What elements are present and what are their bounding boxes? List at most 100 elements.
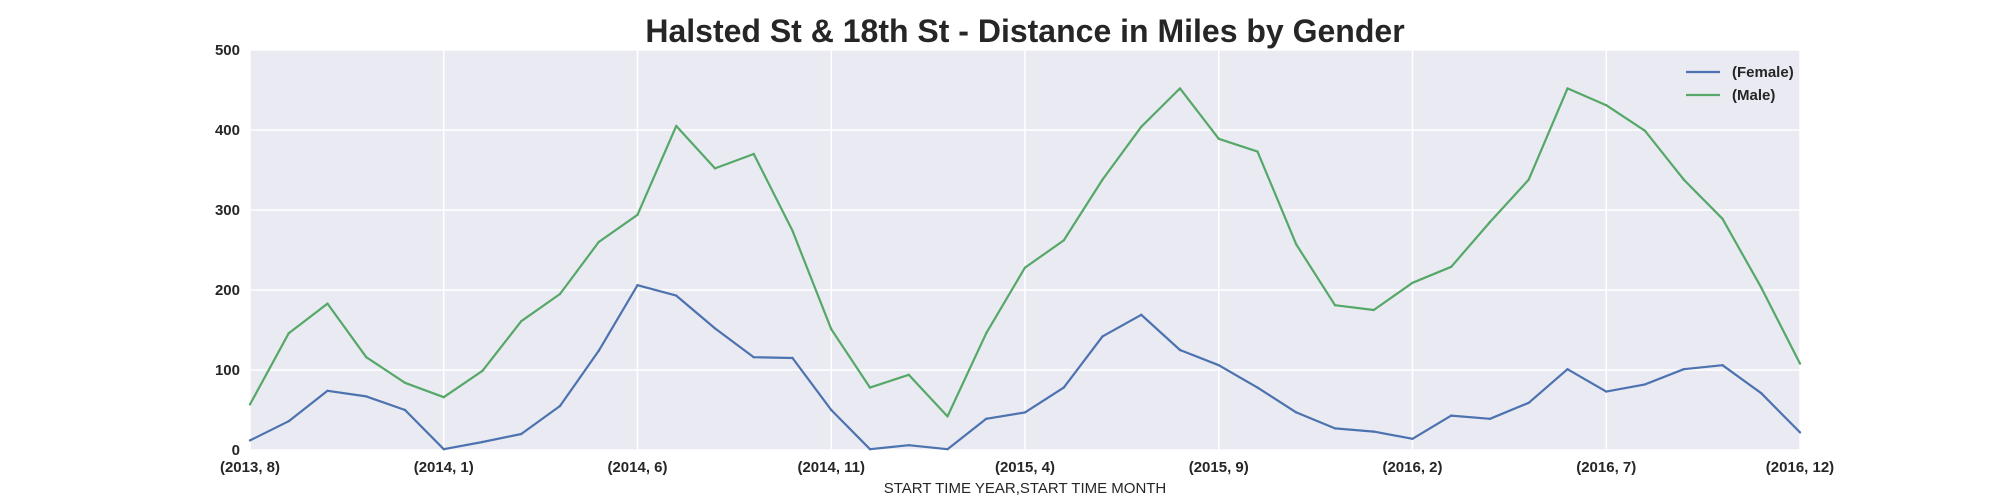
x-tick-label: (2015, 4) bbox=[995, 459, 1055, 476]
data-point bbox=[985, 332, 988, 335]
data-point bbox=[830, 328, 833, 331]
data-point bbox=[1682, 368, 1685, 371]
data-point bbox=[365, 395, 368, 398]
data-point bbox=[713, 167, 717, 170]
data-point bbox=[481, 440, 484, 444]
data-point bbox=[1062, 386, 1065, 389]
data-point bbox=[830, 408, 833, 412]
data-point bbox=[558, 404, 562, 408]
x-tick-label: (2015, 9) bbox=[1189, 459, 1249, 476]
data-point bbox=[1721, 217, 1724, 220]
x-tick-label: (2013, 8) bbox=[220, 459, 280, 476]
data-point bbox=[1643, 383, 1647, 386]
x-tick-label: (2016, 7) bbox=[1576, 459, 1636, 476]
data-point bbox=[1411, 281, 1414, 284]
x-tick-label: (2016, 12) bbox=[1766, 459, 1834, 476]
data-point bbox=[1566, 87, 1569, 90]
series-points bbox=[248, 87, 1802, 451]
data-point bbox=[287, 420, 290, 423]
data-point bbox=[403, 381, 407, 384]
legend-label: (Male) bbox=[1732, 87, 1775, 104]
grid-lines bbox=[249, 49, 1801, 451]
data-point bbox=[1217, 364, 1220, 367]
data-point bbox=[1333, 304, 1337, 307]
data-point bbox=[520, 320, 523, 323]
y-tick-label: 300 bbox=[215, 202, 240, 219]
data-point bbox=[1372, 430, 1375, 433]
x-axis: (2013, 8) (2014, 1) (2014, 6) (2014, 11) (20… bbox=[220, 459, 1834, 476]
data-point bbox=[1256, 386, 1259, 389]
data-point bbox=[558, 292, 562, 296]
data-point bbox=[597, 349, 600, 352]
x-tick-label: (2014, 11) bbox=[797, 459, 865, 476]
data-point bbox=[1605, 104, 1608, 107]
data-point bbox=[636, 284, 639, 287]
data-point bbox=[403, 408, 407, 412]
y-tick-label: 100 bbox=[215, 362, 240, 379]
data-point bbox=[1450, 414, 1453, 417]
data-point bbox=[1101, 178, 1104, 181]
data-point bbox=[326, 389, 329, 392]
data-point bbox=[1798, 362, 1802, 365]
data-point bbox=[442, 448, 445, 451]
data-point bbox=[1256, 150, 1259, 153]
data-point bbox=[1178, 348, 1182, 352]
data-point bbox=[1605, 390, 1608, 393]
data-point bbox=[1643, 129, 1647, 132]
data-point bbox=[791, 229, 794, 232]
data-point bbox=[868, 448, 872, 451]
chart-title: Halsted St & 18th St - Distance in Miles… bbox=[645, 13, 1404, 49]
data-point bbox=[481, 369, 484, 372]
data-point bbox=[1023, 411, 1027, 414]
data-point bbox=[1372, 308, 1375, 312]
data-point bbox=[1411, 437, 1414, 440]
legend-label: (Female) bbox=[1732, 64, 1794, 81]
data-point bbox=[675, 124, 678, 128]
x-tick-label: (2016, 2) bbox=[1382, 459, 1442, 476]
data-point bbox=[1140, 313, 1143, 316]
data-point bbox=[1450, 265, 1453, 268]
data-point bbox=[1760, 286, 1763, 289]
x-tick-label: (2014, 1) bbox=[414, 459, 474, 476]
data-point bbox=[248, 403, 252, 406]
data-point bbox=[1295, 243, 1298, 246]
data-point bbox=[1178, 87, 1182, 90]
data-point bbox=[946, 448, 949, 451]
y-tick-label: 0 bbox=[232, 442, 240, 459]
data-point bbox=[1023, 266, 1027, 269]
x-tick-label: (2014, 6) bbox=[607, 459, 667, 476]
data-point bbox=[1217, 137, 1220, 140]
data-point bbox=[1101, 335, 1104, 338]
data-point bbox=[868, 386, 872, 389]
data-point bbox=[985, 417, 988, 420]
data-point bbox=[248, 439, 252, 442]
y-tick-label: 400 bbox=[215, 122, 240, 139]
data-point bbox=[442, 396, 445, 399]
data-point bbox=[1527, 401, 1530, 404]
data-point bbox=[1140, 125, 1143, 128]
data-point bbox=[520, 432, 523, 436]
data-point bbox=[1760, 392, 1763, 395]
y-tick-label: 200 bbox=[215, 282, 240, 299]
data-point bbox=[907, 373, 910, 376]
data-point bbox=[365, 356, 368, 359]
data-point bbox=[1333, 427, 1337, 430]
data-point bbox=[907, 444, 910, 447]
data-point bbox=[1566, 368, 1569, 371]
data-point bbox=[791, 356, 794, 360]
data-point bbox=[1798, 431, 1802, 434]
data-point bbox=[1682, 178, 1685, 181]
data-point bbox=[752, 356, 755, 359]
data-point bbox=[1295, 411, 1298, 414]
data-point bbox=[287, 332, 290, 335]
legend: (Female) (Male) bbox=[1686, 64, 1794, 104]
y-axis: 0 100 200 300 400 500 bbox=[215, 42, 240, 459]
x-axis-label: START TIME YEAR,START TIME MONTH bbox=[884, 480, 1167, 497]
data-point bbox=[946, 415, 949, 418]
y-tick-label: 500 bbox=[215, 42, 240, 59]
data-point bbox=[1062, 239, 1065, 242]
data-point bbox=[713, 327, 717, 330]
data-point bbox=[597, 240, 600, 244]
data-point bbox=[1488, 417, 1492, 420]
